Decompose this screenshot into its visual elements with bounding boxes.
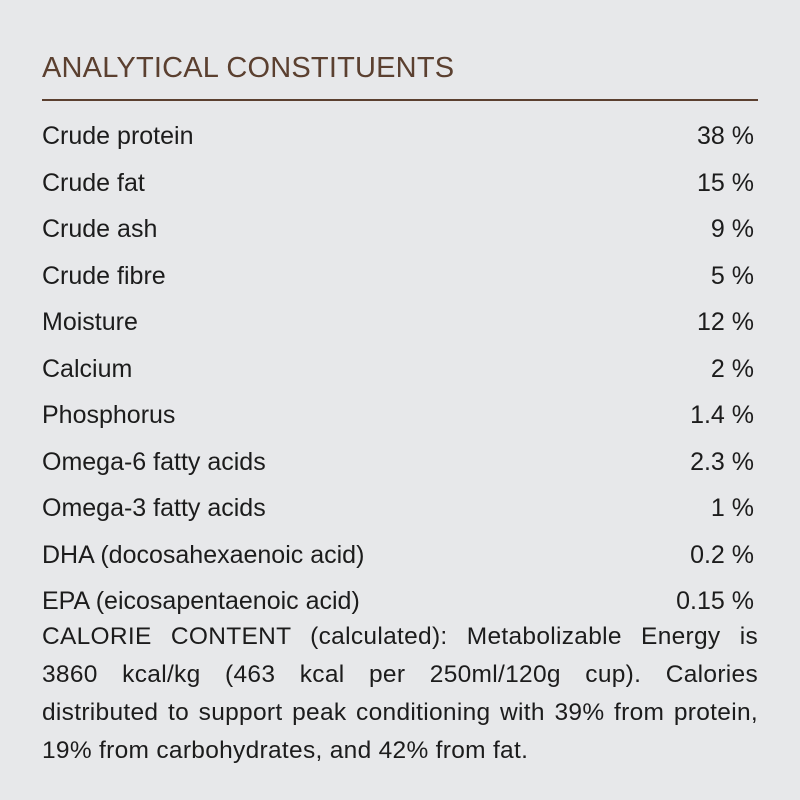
constituent-name: DHA (docosahexaenoic acid) [42, 540, 365, 569]
constituent-name: Omega-6 fatty acids [42, 447, 266, 476]
calorie-note: CALORIE CONTENT (calculated): Metaboliza… [42, 623, 758, 764]
table-row: Crude protein 38 % [42, 113, 754, 160]
constituent-name: Moisture [42, 308, 138, 336]
constituent-value: 12 % [697, 308, 754, 336]
constituent-name: EPA (eicosapentaenoic acid) [42, 587, 360, 615]
table-row: Crude ash 9 % [42, 206, 754, 253]
constituent-name: Crude fat [42, 168, 145, 197]
table-row: EPA (eicosapentaenoic acid) 0.15 % [42, 578, 754, 625]
constituent-name: Omega-3 fatty acids [42, 494, 266, 522]
table-row: Omega-6 fatty acids 2.3 % [42, 439, 754, 486]
table-row: Crude fat 15 % [42, 160, 754, 207]
section-title: ANALYTICAL CONSTITUENTS [42, 52, 455, 84]
divider [42, 99, 758, 101]
constituent-value: 15 % [697, 168, 754, 197]
constituent-name: Crude ash [42, 215, 158, 243]
constituent-name: Crude fibre [42, 261, 166, 290]
table-row: DHA (docosahexaenoic acid) 0.2 % [42, 532, 754, 579]
constituent-value: 1.4 % [690, 401, 754, 429]
constituent-value: 2.3 % [690, 447, 754, 476]
constituent-value: 0.2 % [690, 540, 754, 569]
constituent-value: 1 % [710, 494, 754, 522]
table-row: Crude fibre 5 % [42, 253, 754, 300]
constituent-value: 2 % [710, 354, 754, 383]
constituent-value: 38 % [697, 122, 754, 150]
table-row: Calcium 2 % [42, 346, 754, 393]
constituent-name: Phosphorus [42, 401, 176, 429]
table-row: Phosphorus 1.4 % [42, 392, 754, 439]
constituent-name: Crude protein [42, 122, 194, 150]
constituent-value: 0.15 % [676, 587, 754, 615]
constituents-table: Crude protein 38 % Crude fat 15 % Crude ash 9… [42, 113, 754, 625]
constituent-name: Calcium [42, 354, 133, 383]
table-row: Moisture 12 % [42, 299, 754, 346]
table-row: Omega-3 fatty acids 1 % [42, 485, 754, 532]
constituent-value: 5 % [710, 261, 754, 290]
constituent-value: 9 % [710, 215, 754, 243]
